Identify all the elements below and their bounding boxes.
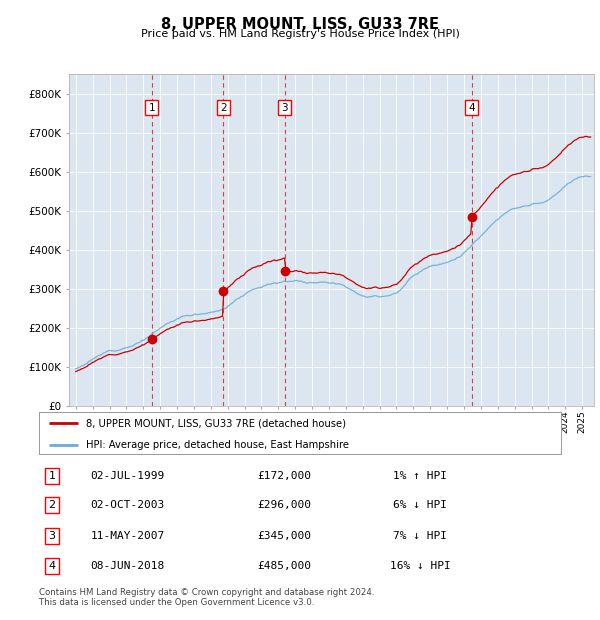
Text: £296,000: £296,000 <box>257 500 311 510</box>
Text: £345,000: £345,000 <box>257 531 311 541</box>
Text: HPI: Average price, detached house, East Hampshire: HPI: Average price, detached house, East… <box>86 440 349 450</box>
Text: 1: 1 <box>49 471 56 481</box>
Text: 3: 3 <box>281 102 288 113</box>
Text: Contains HM Land Registry data © Crown copyright and database right 2024.: Contains HM Land Registry data © Crown c… <box>39 588 374 597</box>
Text: 2: 2 <box>49 500 56 510</box>
Text: 8, UPPER MOUNT, LISS, GU33 7RE: 8, UPPER MOUNT, LISS, GU33 7RE <box>161 17 439 32</box>
Text: 2: 2 <box>220 102 227 113</box>
Text: £485,000: £485,000 <box>257 561 311 571</box>
Text: 02-JUL-1999: 02-JUL-1999 <box>91 471 165 481</box>
Text: 8, UPPER MOUNT, LISS, GU33 7RE (detached house): 8, UPPER MOUNT, LISS, GU33 7RE (detached… <box>86 418 346 428</box>
Text: 6% ↓ HPI: 6% ↓ HPI <box>393 500 447 510</box>
Text: Price paid vs. HM Land Registry's House Price Index (HPI): Price paid vs. HM Land Registry's House … <box>140 29 460 39</box>
Text: £172,000: £172,000 <box>257 471 311 481</box>
Text: 1: 1 <box>148 102 155 113</box>
Text: 7% ↓ HPI: 7% ↓ HPI <box>393 531 447 541</box>
Text: 16% ↓ HPI: 16% ↓ HPI <box>389 561 451 571</box>
Text: 08-JUN-2018: 08-JUN-2018 <box>91 561 165 571</box>
Text: 4: 4 <box>469 102 475 113</box>
Text: 4: 4 <box>49 561 56 571</box>
Text: 11-MAY-2007: 11-MAY-2007 <box>91 531 165 541</box>
Text: 02-OCT-2003: 02-OCT-2003 <box>91 500 165 510</box>
Text: This data is licensed under the Open Government Licence v3.0.: This data is licensed under the Open Gov… <box>39 598 314 607</box>
Text: 1% ↑ HPI: 1% ↑ HPI <box>393 471 447 481</box>
Text: 3: 3 <box>49 531 56 541</box>
